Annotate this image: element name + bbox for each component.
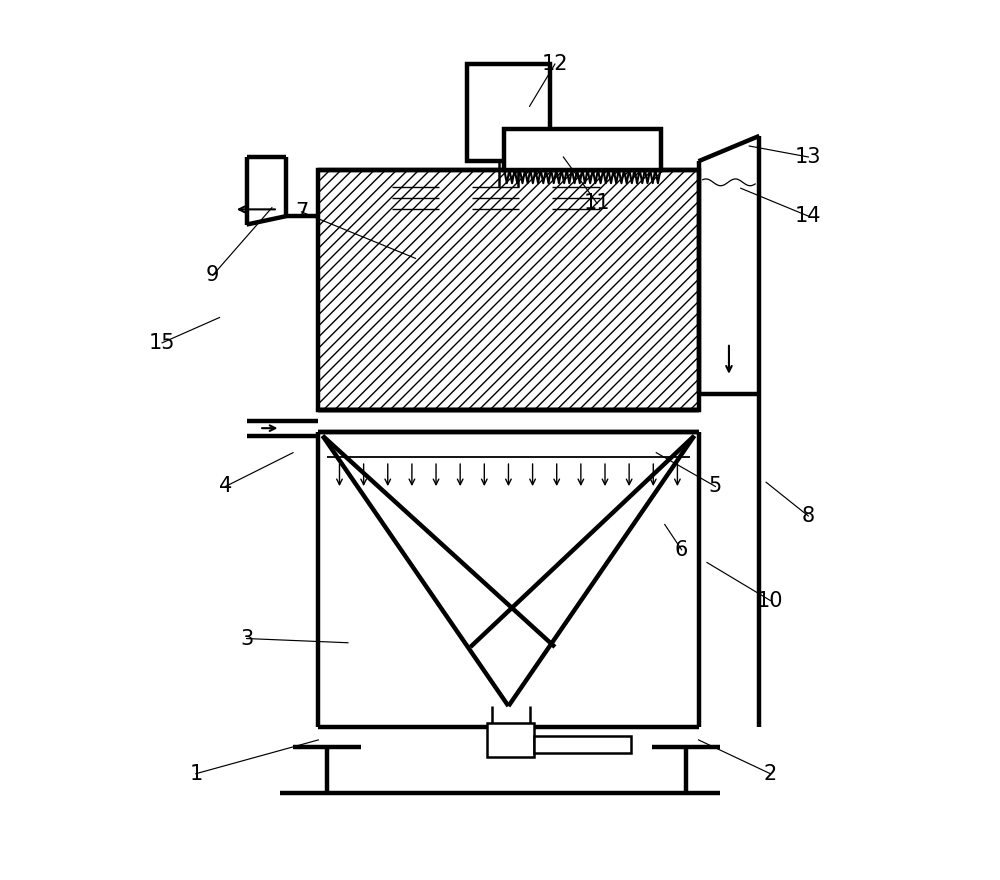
Text: 3: 3	[240, 628, 253, 649]
Bar	[318, 170, 699, 410]
Text: 13: 13	[795, 147, 822, 167]
Bar	[504, 129, 661, 170]
Text: 10: 10	[757, 590, 784, 611]
Bar	[467, 64, 550, 161]
Text: 12: 12	[542, 54, 568, 74]
Text: 4: 4	[219, 476, 232, 496]
Text: 11: 11	[584, 194, 610, 214]
Text: 14: 14	[795, 206, 822, 226]
Bar	[534, 736, 631, 752]
Text: 2: 2	[764, 764, 777, 784]
Text: 15: 15	[149, 333, 175, 353]
Text: 9: 9	[206, 265, 219, 285]
Text: 7: 7	[295, 202, 308, 222]
Text: 6: 6	[675, 539, 688, 560]
Text: 1: 1	[189, 764, 202, 784]
Bar	[487, 723, 534, 757]
Text: 5: 5	[709, 476, 722, 496]
Text: 8: 8	[802, 506, 815, 526]
